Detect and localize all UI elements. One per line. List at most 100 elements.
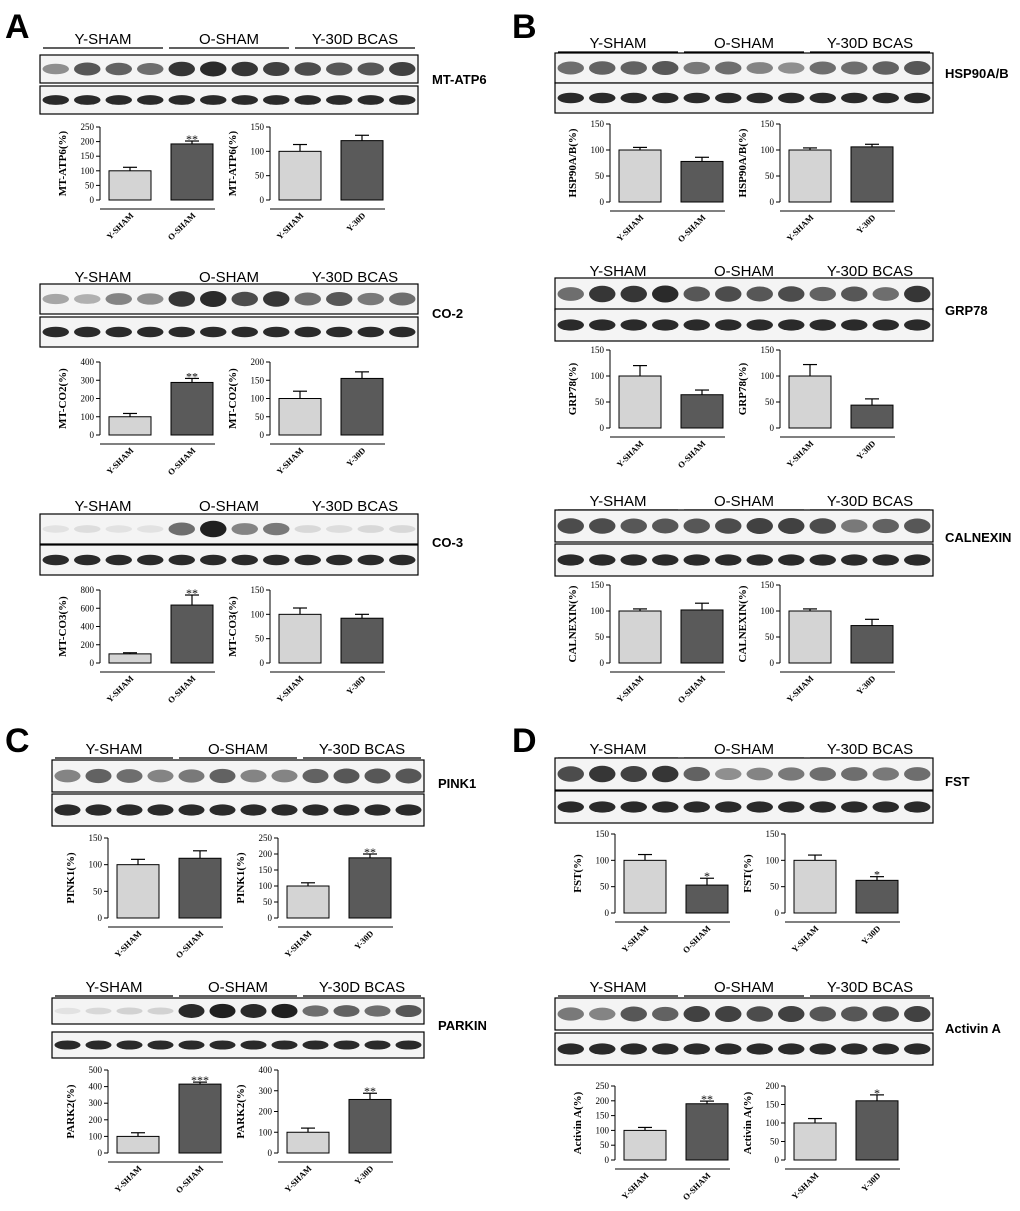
blot-band bbox=[841, 1043, 868, 1055]
blot-band bbox=[389, 326, 416, 338]
blot-band bbox=[557, 801, 584, 813]
blot-band bbox=[809, 767, 836, 781]
blot-strip-target bbox=[554, 757, 934, 791]
bar bbox=[788, 610, 832, 664]
blot-band bbox=[168, 326, 195, 338]
blot-band bbox=[746, 554, 773, 566]
blot-band bbox=[841, 554, 868, 566]
blot-band bbox=[302, 768, 329, 784]
bar-chart: 0 50 100 150 MT-ATP6(%) Y-SHAM Y-30D bbox=[227, 122, 385, 241]
bar bbox=[116, 864, 160, 919]
blot-band bbox=[904, 801, 931, 813]
y-tick-label: 150 bbox=[761, 119, 775, 129]
blot-band bbox=[904, 518, 931, 534]
blot-band bbox=[294, 525, 321, 533]
blot-band bbox=[263, 554, 290, 566]
blot-band bbox=[841, 92, 868, 104]
y-axis-label: MT-CO2(%) bbox=[227, 368, 239, 429]
bar bbox=[108, 653, 152, 664]
bar bbox=[788, 375, 832, 429]
y-tick-label: 100 bbox=[259, 1127, 273, 1137]
x-category-label: Y-SHAM bbox=[615, 673, 646, 704]
x-category-label: Y-SHAM bbox=[785, 438, 816, 469]
y-tick-label: 800 bbox=[81, 585, 95, 595]
blot-band bbox=[904, 61, 931, 75]
blot-band bbox=[589, 1043, 616, 1055]
y-tick-label: 100 bbox=[251, 394, 265, 404]
blot-band bbox=[54, 1040, 81, 1050]
bar-chart: 0 100 200 300 400 PARK2(%) Y-SHAM ** Y-30D bbox=[235, 1065, 393, 1194]
y-tick-label: 0 bbox=[260, 430, 265, 440]
blot-band bbox=[872, 319, 899, 331]
y-tick-label: 100 bbox=[259, 881, 273, 891]
blot-protein-label: FST bbox=[945, 774, 970, 789]
blot-band bbox=[302, 1005, 329, 1017]
blot-band bbox=[652, 554, 679, 566]
x-category-label: Y-SHAM bbox=[105, 445, 136, 476]
significance-marker: * bbox=[874, 1086, 880, 1100]
blot-band bbox=[652, 319, 679, 331]
blot-band bbox=[746, 518, 773, 534]
y-tick-label: 400 bbox=[81, 357, 95, 367]
blot-strip-loading-control bbox=[51, 1031, 425, 1059]
blot-group-label: Y-30D BCAS bbox=[827, 493, 913, 510]
blot-band bbox=[168, 95, 195, 105]
significance-marker: ** bbox=[701, 1092, 713, 1106]
blot-band bbox=[589, 319, 616, 331]
blot-band bbox=[715, 1006, 742, 1022]
blot-band bbox=[557, 92, 584, 104]
bar bbox=[850, 404, 894, 429]
blot-band bbox=[168, 291, 195, 307]
bar bbox=[278, 398, 322, 436]
y-tick-label: 50 bbox=[93, 886, 103, 896]
y-axis-label: PINK1(%) bbox=[235, 852, 247, 904]
blot-protein-label: PARKIN bbox=[438, 1018, 487, 1033]
bar bbox=[116, 1135, 160, 1154]
panel-label: D bbox=[512, 722, 537, 760]
blot-band bbox=[147, 1007, 174, 1015]
blot-strip-target bbox=[51, 997, 425, 1025]
blot-band bbox=[778, 1006, 805, 1022]
bar bbox=[618, 375, 662, 429]
y-tick-label: 100 bbox=[591, 606, 605, 616]
blot-band bbox=[904, 319, 931, 331]
blot-band bbox=[137, 62, 164, 76]
blot-band bbox=[137, 525, 164, 533]
blot-band bbox=[809, 61, 836, 75]
blot-strip-target bbox=[39, 513, 419, 545]
blot-strip-loading-control bbox=[39, 85, 419, 115]
x-category-label: Y-SHAM bbox=[275, 210, 306, 241]
blot-band bbox=[872, 554, 899, 566]
bar bbox=[178, 1083, 222, 1154]
y-tick-label: 100 bbox=[766, 1118, 780, 1128]
y-tick-label: 50 bbox=[255, 412, 265, 422]
y-tick-label: 400 bbox=[259, 1065, 273, 1075]
y-tick-label: 150 bbox=[591, 345, 605, 355]
blot-protein-label: PINK1 bbox=[438, 776, 476, 791]
blot-band bbox=[746, 286, 773, 302]
blot-band bbox=[42, 63, 69, 75]
blot-strip-target bbox=[39, 283, 419, 315]
y-tick-label: 0 bbox=[600, 197, 605, 207]
blot-band bbox=[263, 522, 290, 536]
x-category-label: Y-30D bbox=[344, 673, 367, 696]
blot-band bbox=[620, 1006, 647, 1022]
y-axis-label: Activin A(%) bbox=[572, 1091, 584, 1154]
significance-marker: * bbox=[874, 868, 880, 882]
bar-chart: 0 50 100 150 PINK1(%) Y-SHAM O-SHAM bbox=[65, 833, 223, 960]
y-tick-label: 0 bbox=[600, 423, 605, 433]
blot-group-label: Y-SHAM bbox=[590, 35, 647, 52]
blot-band bbox=[715, 319, 742, 331]
blot-band bbox=[715, 286, 742, 302]
y-tick-label: 50 bbox=[765, 632, 775, 642]
x-category-label: Y-SHAM bbox=[615, 212, 646, 243]
x-category-label: Y-SHAM bbox=[275, 673, 306, 704]
blot-band bbox=[85, 1040, 112, 1050]
blot-band bbox=[620, 1043, 647, 1055]
bar-chart: 0 100 200 300 400 500 PARK2(%) Y-SHAM *** O-SHAM bbox=[65, 1065, 223, 1195]
y-tick-label: 600 bbox=[81, 603, 95, 613]
y-tick-label: 50 bbox=[770, 1137, 780, 1147]
blot-band bbox=[778, 767, 805, 781]
x-category-label: Y-SHAM bbox=[785, 673, 816, 704]
blot-band bbox=[395, 804, 422, 816]
